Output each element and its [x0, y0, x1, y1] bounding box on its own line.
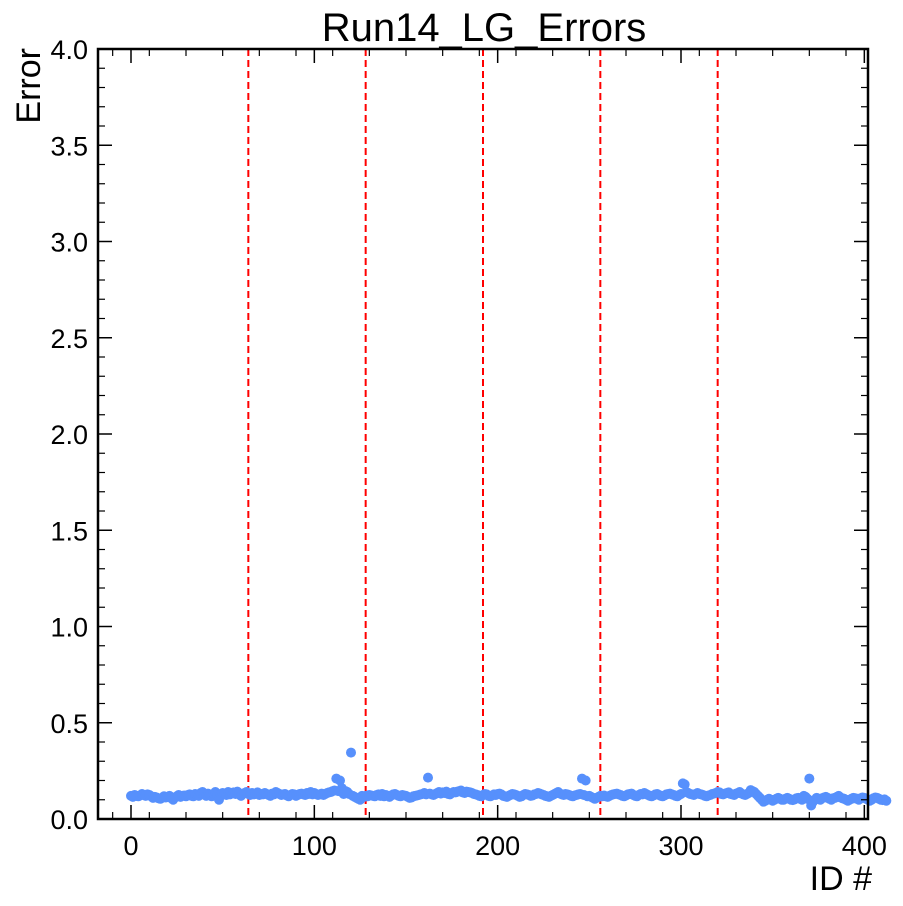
y-tick-label: 1.5	[50, 516, 88, 546]
chart-title: Run14_LG_Errors	[322, 6, 647, 50]
y-tick-label: 0.5	[50, 709, 88, 739]
vertical-lines	[247, 49, 719, 819]
x-axis-label: ID #	[810, 860, 872, 898]
data-points	[126, 747, 892, 811]
y-tick-label: 2.0	[50, 420, 88, 450]
data-point	[423, 772, 433, 783]
y-tick-label: 0.0	[50, 805, 88, 835]
y-tick-label: 3.5	[50, 131, 88, 161]
tick-labels: 0 100 200 300 400 0.0 0.5 1.0 1.5 2.0 2.5 3.0 3.5 4.0	[50, 35, 886, 861]
x-tick-label: 200	[475, 831, 520, 861]
y-tick-label: 4.0	[50, 35, 88, 65]
x-tick-label: 0	[123, 831, 138, 861]
data-point	[679, 779, 690, 790]
y-tick-label: 3.0	[50, 228, 88, 258]
y-tick-label: 2.5	[50, 324, 88, 354]
x-tick-label: 300	[658, 831, 703, 861]
data-point	[346, 747, 356, 758]
plot-frame	[96, 47, 870, 821]
y-tick-label: 1.0	[50, 613, 88, 643]
x-tick-label: 100	[292, 831, 337, 861]
data-point	[335, 775, 345, 786]
data-point	[804, 773, 815, 784]
data-point	[881, 795, 892, 806]
y-axis-label: Error	[10, 48, 48, 124]
x-tick-label: 400	[842, 831, 887, 861]
data-point	[580, 775, 591, 786]
